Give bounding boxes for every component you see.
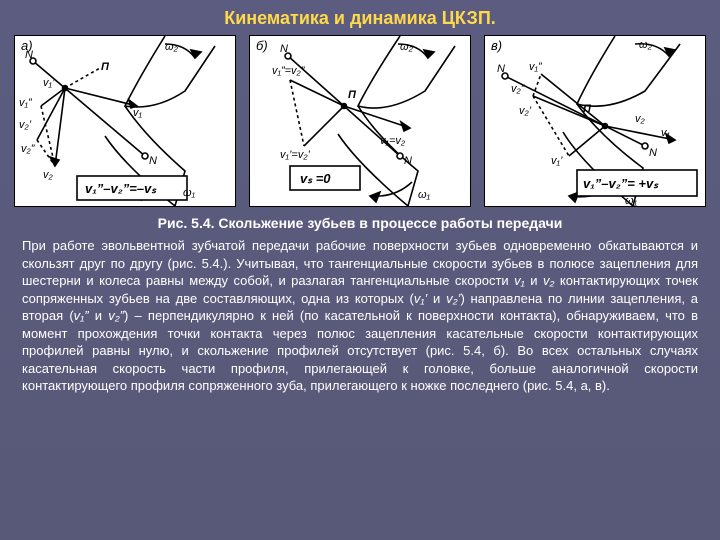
figure-b: б) ω₂ ω₁ N N П v₁=v₂ v₁”=v₂” v₁’=v₂’ vₛ …	[249, 35, 471, 207]
svg-text:v₁’: v₁’	[43, 77, 55, 89]
svg-text:vₛ =0: vₛ =0	[300, 171, 331, 186]
svg-text:П: П	[101, 61, 110, 73]
svg-text:N: N	[649, 147, 657, 159]
figure-a: а) ω₂ ω₁ N N П v₁ v₂ v₁’ v₁” v₂’ v₂” v₁”…	[14, 35, 236, 207]
svg-text:v₂’: v₂’	[19, 119, 32, 131]
svg-text:v₁: v₁	[133, 107, 143, 119]
figure-caption: Рис. 5.4. Скольжение зубьев в процессе р…	[0, 215, 720, 231]
svg-text:v₂”: v₂”	[511, 83, 526, 95]
svg-text:v₁’=v₂’: v₁’=v₂’	[280, 149, 311, 161]
svg-text:v₁”–v₂”=–vₛ: v₁”–v₂”=–vₛ	[85, 181, 157, 196]
svg-text:ω₁: ω₁	[183, 187, 196, 199]
svg-text:N: N	[497, 63, 505, 75]
figure-c: в) ω₂ ω₁ N N П v₁ v₂ v₁” v₂” v₁’ v₂’ v₁”…	[484, 35, 706, 207]
svg-text:v₂”: v₂”	[21, 143, 36, 155]
svg-text:ω₁: ω₁	[418, 189, 431, 201]
svg-text:в): в)	[491, 38, 502, 53]
slide: Кинематика и динамика ЦКЗП.	[0, 0, 720, 540]
svg-text:ω₂: ω₂	[639, 39, 653, 51]
svg-text:v₁”–v₂”= +vₛ: v₁”–v₂”= +vₛ	[583, 176, 659, 191]
svg-text:v₂: v₂	[635, 113, 646, 125]
svg-text:ω₂: ω₂	[165, 41, 179, 53]
svg-text:v₁”=v₂”: v₁”=v₂”	[272, 65, 306, 77]
svg-text:П: П	[348, 89, 357, 101]
svg-text:v₁=v₂: v₁=v₂	[380, 135, 406, 147]
sym-v2p: v₂’	[446, 291, 460, 306]
sym-v1: v₁	[514, 273, 525, 288]
svg-text:N: N	[149, 155, 157, 167]
body-part-4: ) – перпендикулярно к ней (по касательно…	[22, 308, 698, 393]
svg-text:v₂: v₂	[43, 169, 54, 181]
svg-text:N: N	[404, 155, 412, 167]
svg-text:П: П	[583, 103, 592, 115]
svg-text:v₁: v₁	[661, 127, 671, 139]
svg-text:б): б)	[256, 38, 268, 53]
svg-text:N: N	[25, 49, 33, 61]
svg-text:ω₂: ω₂	[400, 41, 414, 53]
sym-v1p: v₁’	[414, 291, 428, 306]
svg-text:ω₁: ω₁	[625, 195, 638, 206]
svg-text:v₂’: v₂’	[519, 105, 532, 117]
svg-text:v₁’: v₁’	[551, 155, 563, 167]
svg-text:v₁”: v₁”	[529, 61, 543, 73]
body-text: При работе эвольвентной зубчатой передач…	[0, 237, 720, 395]
svg-text:v₁”: v₁”	[19, 97, 33, 109]
figure-row: а) ω₂ ω₁ N N П v₁ v₂ v₁’ v₁” v₂’ v₂” v₁”…	[0, 35, 720, 207]
sym-v2: v₂	[543, 273, 554, 288]
page-title: Кинематика и динамика ЦКЗП.	[0, 0, 720, 33]
sym-v1pp: v₁”	[74, 308, 89, 323]
sym-v2pp: v₂”	[108, 308, 124, 323]
svg-text:N: N	[280, 43, 288, 55]
